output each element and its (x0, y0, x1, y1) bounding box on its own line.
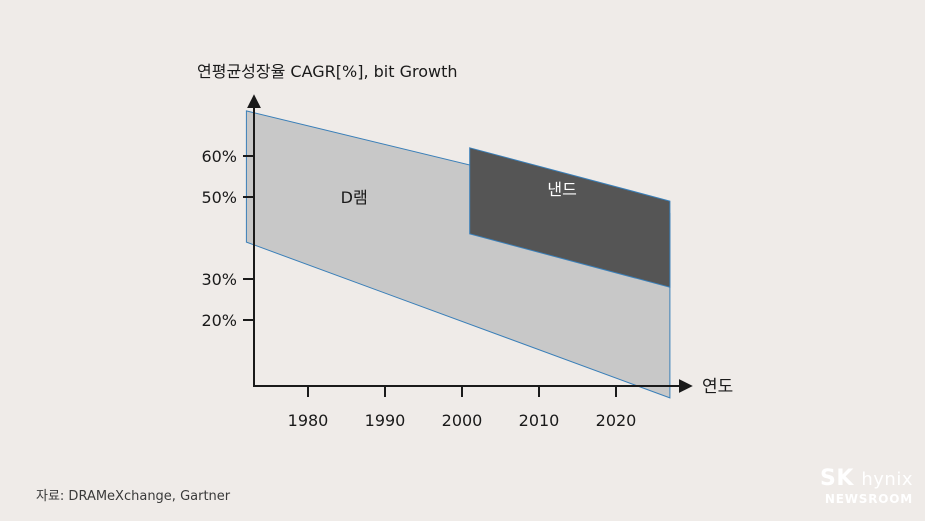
y-tick-label: 30% (201, 270, 237, 289)
source-note: 자료: DRAMeXchange, Gartner (36, 489, 231, 504)
sk-hynix-logo: SK hynix NEWSROOM (820, 466, 913, 506)
y-tick-label: 60% (201, 147, 237, 166)
x-axis-title: 연도 (702, 377, 733, 397)
x-tick-label: 1990 (365, 411, 406, 430)
series-label-dram: D램 (341, 188, 368, 207)
y-tick-label: 50% (201, 188, 237, 207)
y-tick-label: 20% (201, 311, 237, 330)
x-tick-label: 2010 (519, 411, 560, 430)
x-tick-label: 1980 (288, 411, 329, 430)
series-label-nand: 낸드 (547, 180, 576, 199)
x-tick-label: 2000 (442, 411, 483, 430)
band-nand (469, 147, 671, 288)
x-tick-label: 2020 (596, 411, 637, 430)
y-axis-title: 연평균성장율 CAGR[%], bit Growth (197, 62, 458, 81)
